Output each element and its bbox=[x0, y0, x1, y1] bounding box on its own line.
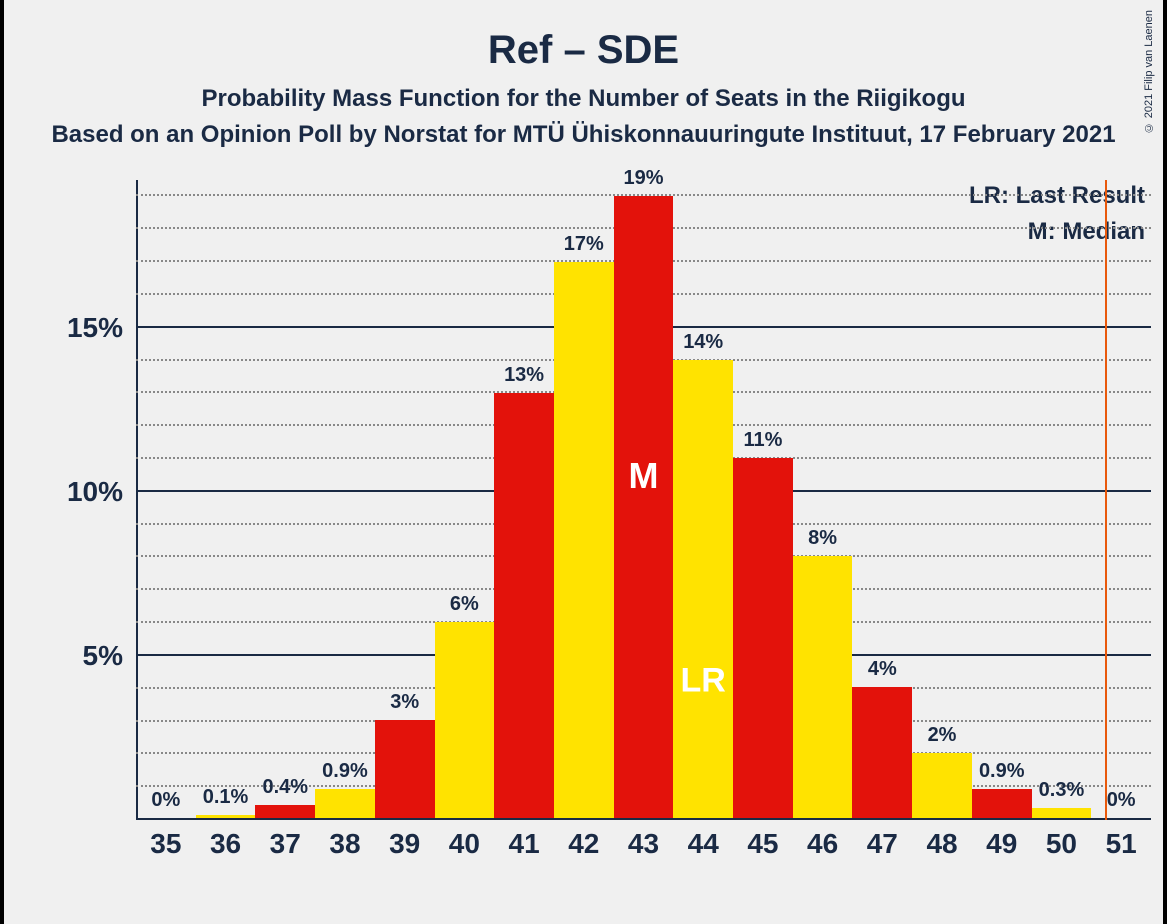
bar bbox=[554, 262, 614, 818]
chart-title: Ref – SDE bbox=[4, 28, 1163, 73]
x-tick-label: 37 bbox=[270, 828, 301, 860]
bar bbox=[972, 789, 1032, 818]
last-result-marker: LR bbox=[681, 661, 726, 700]
x-tick-label: 36 bbox=[210, 828, 241, 860]
bar-value-label: 8% bbox=[793, 527, 853, 550]
bar bbox=[673, 360, 733, 818]
bar bbox=[255, 805, 315, 818]
bar-value-label: 17% bbox=[554, 233, 614, 256]
bar bbox=[852, 687, 912, 818]
bar bbox=[1032, 808, 1092, 818]
x-tick-label: 41 bbox=[509, 828, 540, 860]
bar-value-label: 3% bbox=[375, 691, 435, 714]
bar bbox=[315, 789, 375, 818]
bar-value-label: 0.9% bbox=[972, 760, 1032, 783]
bars-container: 0%0.1%0.4%0.9%3%6%13%17%19%14%11%8%4%2%0… bbox=[136, 180, 1151, 818]
x-tick-label: 51 bbox=[1106, 828, 1137, 860]
bar-value-label: 0% bbox=[136, 789, 196, 812]
y-tick-label: 5% bbox=[23, 640, 123, 672]
chart-subtitle-1: Probability Mass Function for the Number… bbox=[4, 85, 1163, 113]
bar-value-label: 14% bbox=[673, 331, 733, 354]
chart-subtitle-2: Based on an Opinion Poll by Norstat for … bbox=[4, 121, 1163, 149]
x-tick-label: 44 bbox=[688, 828, 719, 860]
bar-value-label: 4% bbox=[852, 658, 912, 681]
bar-value-label: 0.9% bbox=[315, 760, 375, 783]
bar-value-label: 11% bbox=[733, 429, 793, 452]
x-tick-label: 39 bbox=[389, 828, 420, 860]
bar bbox=[375, 720, 435, 818]
bar-value-label: 0% bbox=[1091, 789, 1151, 812]
x-tick-label: 48 bbox=[926, 828, 957, 860]
bar-value-label: 6% bbox=[434, 593, 494, 616]
bar bbox=[793, 556, 853, 818]
lr-vertical-line bbox=[1105, 180, 1107, 820]
bar bbox=[494, 393, 554, 818]
median-marker: M bbox=[629, 455, 659, 497]
x-tick-label: 35 bbox=[150, 828, 181, 860]
bar-value-label: 13% bbox=[494, 364, 554, 387]
x-tick-label: 47 bbox=[867, 828, 898, 860]
x-tick-label: 50 bbox=[1046, 828, 1077, 860]
bar-value-label: 0.1% bbox=[196, 786, 256, 809]
copyright-notice: © 2021 Filip van Laenen bbox=[1143, 10, 1155, 133]
bar bbox=[912, 753, 972, 818]
plot-area: 5%10%15%0%0.1%0.4%0.9%3%6%13%17%19%14%11… bbox=[136, 180, 1151, 820]
bar-value-label: 2% bbox=[912, 724, 972, 747]
x-tick-label: 38 bbox=[329, 828, 360, 860]
bar bbox=[614, 196, 674, 818]
x-tick-label: 49 bbox=[986, 828, 1017, 860]
bar bbox=[435, 622, 495, 818]
x-tick-label: 46 bbox=[807, 828, 838, 860]
y-tick-label: 10% bbox=[23, 476, 123, 508]
bar-value-label: 0.4% bbox=[255, 776, 315, 799]
x-tick-label: 42 bbox=[568, 828, 599, 860]
x-tick-label: 40 bbox=[449, 828, 480, 860]
bar-value-label: 19% bbox=[614, 167, 674, 190]
x-axis bbox=[136, 818, 1151, 820]
bar bbox=[733, 458, 793, 818]
bar bbox=[196, 815, 256, 818]
x-tick-label: 43 bbox=[628, 828, 659, 860]
y-tick-label: 15% bbox=[23, 312, 123, 344]
x-tick-label: 45 bbox=[747, 828, 778, 860]
bar-value-label: 0.3% bbox=[1031, 779, 1091, 802]
